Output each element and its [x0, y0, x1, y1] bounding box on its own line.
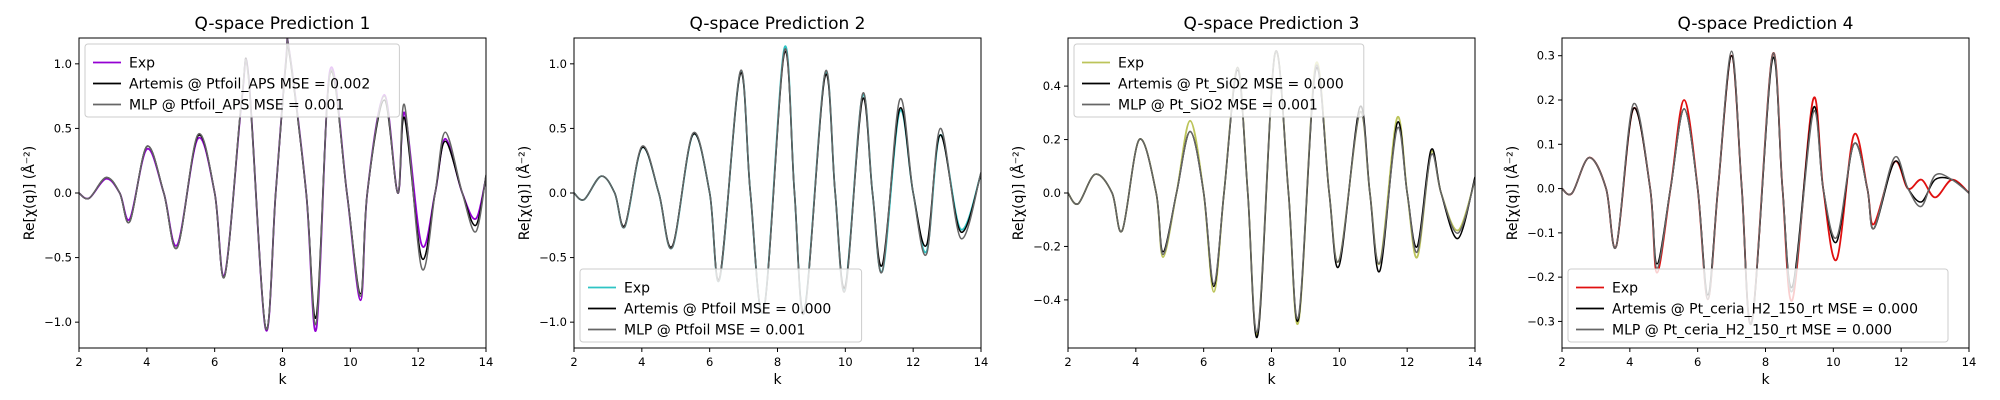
y-tick-label: 0.0 — [1043, 186, 1061, 200]
y-tick-label: 0.1 — [1537, 137, 1555, 151]
x-tick-label: 12 — [906, 355, 921, 369]
chart-title: Q-space Prediction 1 — [195, 14, 371, 34]
x-tick-label: 8 — [1762, 355, 1769, 369]
x-tick-label: 12 — [1894, 355, 1909, 369]
chart-panel-2: Q-space Prediction 2 2 4 6 8 10 12 14 −1.0 −0.5 0.… — [516, 14, 988, 388]
x-tick-label: 10 — [343, 355, 358, 369]
legend: Exp Artemis @ Ptfoil MSE = 0.000 MLP @ Ptf… — [579, 268, 863, 343]
x-tick-label: 6 — [1694, 355, 1701, 369]
legend-entry: Exp — [1118, 56, 1144, 72]
legend-entry: Artemis @ Ptfoil_APS MSE = 0.002 — [129, 77, 370, 93]
y-tick-label: 0.5 — [54, 121, 72, 135]
x-tick-label: 6 — [1200, 355, 1207, 369]
x-tick-label: 4 — [1132, 355, 1139, 369]
x-tick-label: 12 — [1400, 355, 1415, 369]
legend-box — [579, 268, 863, 343]
x-tick-label: 2 — [570, 355, 577, 369]
x-tick-label: 14 — [974, 355, 989, 369]
legend-entry: Exp — [129, 56, 155, 72]
x-tick-label: 8 — [279, 355, 286, 369]
x-tick-label: 4 — [1626, 355, 1633, 369]
x-tick-label: 14 — [1468, 355, 1483, 369]
x-tick-label: 14 — [1962, 355, 1977, 369]
legend-box — [1073, 43, 1365, 118]
y-tick-label: −0.2 — [1527, 270, 1555, 284]
chart-panel-1: Q-space Prediction 1 2 4 6 8 10 12 14 −1.0 −0.5 0.… — [21, 14, 493, 388]
x-tick-label: 4 — [143, 355, 150, 369]
legend: Exp Artemis @ Ptfoil_APS MSE = 0.002 MLP @… — [84, 43, 400, 118]
chart-title: Q-space Prediction 2 — [690, 14, 866, 34]
x-tick-label: 10 — [838, 355, 853, 369]
y-tick-label: 0.3 — [1537, 49, 1555, 63]
y-tick-label: 0.0 — [54, 186, 72, 200]
legend: Exp Artemis @ Pt_SiO2 MSE = 0.000 MLP @ Pt… — [1073, 43, 1365, 118]
legend-box — [1567, 268, 1949, 343]
y-tick-label: 0.0 — [549, 186, 567, 200]
series-line-3 — [574, 48, 981, 316]
chart-title: Q-space Prediction 3 — [1184, 14, 1360, 34]
x-tick-label: 10 — [1332, 355, 1347, 369]
legend-entry: MLP @ Ptfoil_APS MSE = 0.001 — [129, 98, 344, 114]
legend-entry: Exp — [1612, 281, 1638, 297]
x-axis-label: k — [278, 372, 287, 388]
x-tick-label: 2 — [1064, 355, 1071, 369]
x-tick-label: 6 — [211, 355, 218, 369]
legend-entry: MLP @ Ptfoil MSE = 0.001 — [624, 323, 805, 339]
x-tick-label: 2 — [1558, 355, 1565, 369]
y-tick-label: −1.0 — [539, 315, 567, 329]
x-tick-label: 2 — [75, 355, 82, 369]
x-tick-label: 6 — [706, 355, 713, 369]
y-tick-label: −0.5 — [44, 251, 72, 265]
x-tick-label: 10 — [1826, 355, 1841, 369]
y-tick-label: 0.2 — [1043, 133, 1061, 147]
y-tick-label: 0.4 — [1043, 79, 1061, 93]
chart-title: Q-space Prediction 4 — [1678, 14, 1854, 34]
y-tick-label: −0.4 — [1033, 293, 1061, 307]
legend-entry: Artemis @ Ptfoil MSE = 0.000 — [624, 302, 831, 318]
y-tick-label: 0.0 — [1537, 182, 1555, 196]
x-axis-label: k — [1761, 372, 1770, 388]
y-axis-label: Re[χ(q)] (Å⁻²) — [1504, 146, 1521, 241]
chart-panel-3: Q-space Prediction 3 2 4 6 8 10 12 14 −0.4 −0.2 0.… — [1010, 14, 1482, 388]
y-tick-label: −0.1 — [1527, 226, 1555, 240]
y-tick-label: −0.5 — [539, 251, 567, 265]
x-tick-label: 4 — [638, 355, 645, 369]
x-axis-label: k — [1267, 372, 1276, 388]
y-tick-label: 0.2 — [1537, 93, 1555, 107]
x-tick-label: 8 — [774, 355, 781, 369]
y-tick-label: 0.5 — [549, 121, 567, 135]
y-tick-label: 1.0 — [549, 57, 567, 71]
legend-entry: MLP @ Pt_SiO2 MSE = 0.001 — [1118, 98, 1318, 114]
legend-entry: Artemis @ Pt_ceria_H2_150_rt MSE = 0.000 — [1612, 302, 1918, 318]
legend-entry: MLP @ Pt_ceria_H2_150_rt MSE = 0.000 — [1612, 323, 1892, 339]
y-tick-label: −1.0 — [44, 315, 72, 329]
legend-entry: Exp — [624, 281, 650, 297]
chart-panel-4: Q-space Prediction 4 2 4 6 8 10 12 14 −0.3 −0.2 −0… — [1504, 14, 1976, 388]
legend-box — [84, 43, 400, 118]
y-axis-label: Re[χ(q)] (Å⁻²) — [21, 146, 38, 241]
x-tick-label: 14 — [479, 355, 494, 369]
y-tick-label: 1.0 — [54, 57, 72, 71]
x-axis-label: k — [773, 372, 782, 388]
y-axis-label: Re[χ(q)] (Å⁻²) — [516, 146, 533, 241]
x-tick-label: 8 — [1268, 355, 1275, 369]
y-tick-label: −0.3 — [1527, 314, 1555, 328]
legend: Exp Artemis @ Pt_ceria_H2_150_rt MSE = 0.… — [1567, 268, 1949, 343]
y-tick-label: −0.2 — [1033, 239, 1061, 253]
y-axis-label: Re[χ(q)] (Å⁻²) — [1010, 146, 1027, 241]
legend-entry: Artemis @ Pt_SiO2 MSE = 0.000 — [1118, 77, 1344, 93]
x-tick-label: 12 — [411, 355, 426, 369]
